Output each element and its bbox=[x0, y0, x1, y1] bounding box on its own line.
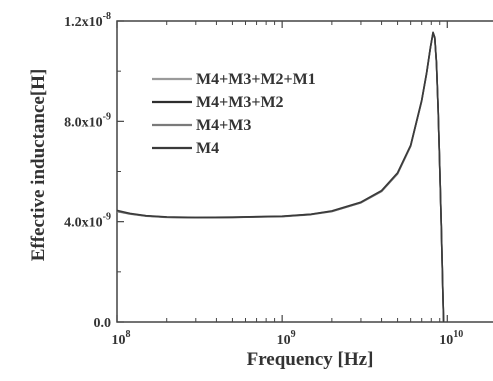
y-tick-label: 1.2x10-8 bbox=[64, 11, 111, 30]
x-tick-label: 1010 bbox=[439, 329, 463, 348]
legend-label: M4+M3 bbox=[196, 117, 251, 134]
y-axis-title: Effective inductance[H] bbox=[28, 69, 49, 262]
x-tick-label-exp: 9 bbox=[291, 329, 296, 340]
legend-label: M4+M3+M2+M1 bbox=[196, 71, 316, 88]
legend-label: M4 bbox=[196, 140, 219, 157]
x-tick-label-base: 10 bbox=[277, 333, 291, 348]
x-tick-label-base: 10 bbox=[112, 333, 126, 348]
series-line-4 bbox=[116, 31, 445, 323]
y-tick-label-base: 4.0x10 bbox=[64, 216, 103, 231]
x-tick-label: 109 bbox=[277, 329, 296, 348]
x-tick-label-exp: 8 bbox=[126, 329, 131, 340]
series-group bbox=[116, 31, 445, 323]
y-tick-label-base: 1.2x10 bbox=[64, 15, 103, 30]
legend-label: M4+M3+M2 bbox=[196, 94, 284, 111]
y-tick-label: 4.0x10-9 bbox=[64, 212, 111, 231]
y-tick-label-exp: -8 bbox=[103, 11, 111, 22]
x-tick-label-base: 10 bbox=[439, 333, 453, 348]
y-tick-label-base: 0.0 bbox=[94, 316, 112, 331]
legend: M4+M3+M2+M1 M4+M3+M2 M4+M3 M4 bbox=[152, 71, 316, 157]
x-tick-label-exp: 10 bbox=[453, 329, 463, 340]
x-tick-label: 108 bbox=[112, 329, 131, 348]
y-tick-label-exp: -9 bbox=[103, 212, 111, 223]
y-tick-label-exp: -9 bbox=[103, 111, 111, 122]
x-axis-title: Frequency [Hz] bbox=[247, 349, 374, 370]
y-tick-label-base: 8.0x10 bbox=[64, 115, 103, 130]
y-tick-label: 0.0 bbox=[94, 316, 112, 331]
y-tick-label: 8.0x10-9 bbox=[64, 111, 111, 130]
